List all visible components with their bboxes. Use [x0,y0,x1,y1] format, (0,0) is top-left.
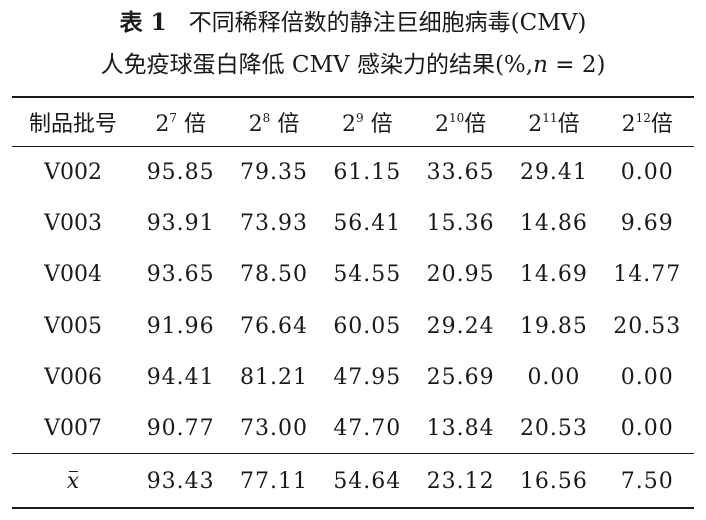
value-cell: 73.00 [240,416,308,442]
table-row: V006 94.41 81.21 47.95 25.69 0.00 0.00 [12,352,694,403]
mean-label-cell: x [12,454,134,508]
header-dilution-cell: 212倍 [621,111,673,137]
table-title-line1: 不同稀释倍数的静注巨细胞病毒(CMV) [188,10,587,36]
batch-number-cell: V004 [44,262,102,288]
mean-value-cell: 54.64 [333,468,402,494]
value-cell: 81.21 [240,364,308,390]
value-cell: 95.85 [146,160,215,186]
table-title-line2-pre: 人免疫球蛋白降低 CMV 感染力的结果(%, [100,52,534,78]
header-dilution-cell: 27 倍 [155,111,207,137]
value-cell: 0.00 [620,364,674,390]
value-cell: 14.86 [519,211,588,237]
table-caption-line2: 人免疫球蛋白降低 CMV 感染力的结果(%,n = 2) [0,50,706,80]
table-caption-line1: 表 1 不同稀释倍数的静注巨细胞病毒(CMV) [0,8,706,38]
mean-value-cell: 23.12 [426,468,495,494]
value-cell: 25.69 [426,364,495,390]
table-bottom-rule [12,507,694,509]
value-cell: 94.41 [146,364,215,390]
batch-number-cell: V005 [44,313,102,339]
value-cell: 29.41 [519,160,588,186]
value-cell: 29.24 [426,313,495,339]
value-cell: 0.00 [527,364,581,390]
mean-value-cell: 16.56 [519,468,588,494]
batch-number-cell: V007 [44,416,102,442]
table-header-rule [12,146,694,147]
batch-number-cell: V002 [44,160,102,186]
value-cell: 33.65 [426,160,495,186]
header-dilution-cell: 211倍 [528,111,580,137]
value-cell: 60.05 [333,313,402,339]
value-cell: 47.70 [333,416,402,442]
value-cell: 20.53 [613,313,682,339]
header-dilution-cell: 28 倍 [248,111,300,137]
mean-row: x 93.43 77.11 54.64 23.12 16.56 7.50 [12,454,694,508]
header-dilution-cell: 29 倍 [341,111,393,137]
table-top-rule [12,96,694,98]
table-row: V004 93.65 78.50 54.55 20.95 14.69 14.77 [12,249,694,300]
value-cell: 54.55 [333,262,402,288]
mean-value-cell: 77.11 [240,468,308,494]
table-title-n: n [533,52,548,78]
table-row: V002 95.85 79.35 61.15 33.65 29.41 0.00 [12,147,694,198]
table-summary-rule [12,453,694,454]
value-cell: 56.41 [333,211,402,237]
table-header-row: 制品批号 27 倍 28 倍 29 倍 210倍 211倍 212倍 [12,97,694,147]
header-batch-number: 制品批号 [29,112,118,137]
header-dilution-cell: 210倍 [434,111,487,137]
value-cell: 14.69 [519,262,588,288]
value-cell: 90.77 [146,416,215,442]
value-cell: 47.95 [333,364,402,390]
table-row: V003 93.91 73.93 56.41 15.36 14.86 9.69 [12,198,694,249]
value-cell: 20.53 [519,416,588,442]
value-cell: 93.91 [146,211,215,237]
value-cell: 15.36 [426,211,495,237]
table-row: V005 91.96 76.64 60.05 29.24 19.85 20.53 [12,301,694,352]
value-cell: 0.00 [620,416,674,442]
value-cell: 76.64 [240,313,308,339]
table-title-line2-post: = 2) [547,52,606,78]
value-cell: 91.96 [146,313,215,339]
table-row: V007 90.77 73.00 47.70 13.84 20.53 0.00 [12,403,694,454]
value-cell: 19.85 [519,313,588,339]
value-cell: 79.35 [240,160,308,186]
mean-value-cell: 7.50 [620,468,674,494]
table-body: V002 95.85 79.35 61.15 33.65 29.41 0.00 V003 93.… [12,147,694,508]
value-cell: 61.15 [333,160,402,186]
table-number: 表 1 [119,9,167,36]
batch-number-cell: V003 [44,211,102,237]
value-cell: 14.77 [613,262,682,288]
mean-symbol: x [66,468,80,494]
mean-value-cell: 93.43 [146,468,215,494]
results-table: 制品批号 27 倍 28 倍 29 倍 210倍 211倍 212倍 V002 9… [12,97,694,508]
batch-number-cell: V006 [44,364,102,390]
value-cell: 9.69 [620,211,674,237]
value-cell: 78.50 [240,262,308,288]
value-cell: 93.65 [146,262,215,288]
value-cell: 20.95 [426,262,495,288]
value-cell: 13.84 [426,416,495,442]
value-cell: 0.00 [620,160,674,186]
value-cell: 73.93 [240,211,308,237]
